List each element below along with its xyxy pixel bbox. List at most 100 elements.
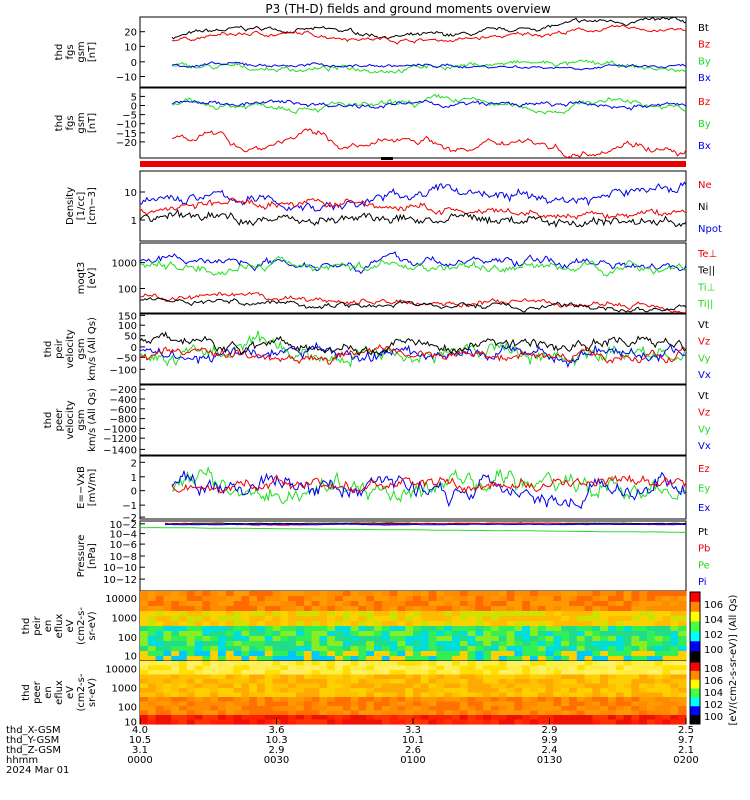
spec-cell — [553, 665, 562, 671]
spec-cell — [249, 670, 258, 676]
spec-cell — [280, 683, 289, 689]
spec-cell — [428, 656, 437, 662]
spec-cell — [608, 674, 617, 680]
spec-cell — [569, 683, 578, 689]
spec-cell — [249, 621, 258, 627]
spec-cell — [537, 596, 547, 602]
spec-cell — [397, 621, 406, 627]
spec-cell — [467, 631, 476, 637]
spec-cell — [670, 706, 679, 712]
panel-frame — [139, 242, 687, 314]
spec-cell — [428, 706, 437, 712]
spec-cell — [491, 611, 500, 617]
spec-cell — [405, 636, 414, 642]
spec-cell — [249, 656, 258, 662]
spec-cell — [615, 719, 625, 725]
y-axis-label: velocity — [65, 329, 76, 368]
spec-cell — [553, 679, 562, 685]
spec-cell — [420, 670, 430, 676]
spec-cell — [639, 701, 648, 707]
spec-cell — [436, 679, 445, 685]
spec-cell — [475, 636, 484, 642]
spec-cell — [498, 701, 508, 707]
spec-cell — [233, 661, 242, 667]
spec-cell — [569, 621, 578, 627]
spec-cell — [662, 636, 671, 642]
spec-cell — [218, 715, 227, 721]
spec-cell — [374, 715, 383, 721]
spec-cell — [202, 719, 211, 725]
spec-cell — [288, 661, 297, 667]
spec-cell — [553, 606, 562, 612]
spec-cell — [553, 621, 562, 627]
spec-cell — [420, 596, 430, 602]
spec-cell — [608, 688, 617, 694]
spec-cell — [194, 692, 203, 698]
spec-cell — [662, 710, 671, 716]
spec-cell — [186, 683, 196, 689]
colorbar-label: 104 — [704, 615, 723, 626]
spec-cell — [272, 611, 281, 617]
spec-cell — [459, 601, 469, 607]
spec-cell — [327, 670, 336, 676]
spec-cell — [545, 626, 554, 632]
spec-cell — [233, 688, 242, 694]
spec-cell — [600, 591, 609, 597]
spec-cell — [592, 692, 601, 698]
spec-cell — [179, 665, 188, 671]
spec-cell — [288, 646, 297, 652]
y-axis-label: eV — [65, 619, 76, 632]
spec-cell — [615, 670, 625, 676]
spec-cell — [319, 710, 328, 716]
spec-cell — [335, 661, 344, 667]
spec-cell — [319, 715, 328, 721]
spec-cell — [342, 636, 352, 642]
y-axis-label: thd — [21, 618, 32, 635]
spec-cell — [576, 674, 586, 680]
colorbar-label: 106 — [704, 600, 723, 611]
spec-cell — [467, 626, 476, 632]
spec-cell — [272, 701, 281, 707]
spec-cell — [327, 719, 336, 725]
spec-cell — [358, 697, 367, 703]
spec-cell — [327, 656, 336, 662]
spec-cell — [179, 674, 188, 680]
spec-cell — [335, 626, 344, 632]
spec-cell — [147, 683, 157, 689]
spec-cell — [366, 646, 375, 652]
y-tick-label: 1000 — [112, 614, 137, 625]
y-axis-label: thd — [54, 44, 65, 61]
spec-cell — [467, 715, 476, 721]
series-ti-perp — [139, 255, 687, 277]
spec-cell — [186, 621, 196, 627]
spec-cell — [498, 636, 508, 642]
colorbar-label: 102 — [704, 630, 723, 641]
spec-cell — [249, 710, 258, 716]
spec-cell — [600, 706, 609, 712]
spec-cell — [272, 706, 281, 712]
spec-cell — [171, 616, 180, 622]
spec-cell — [210, 692, 219, 698]
spec-cell — [140, 719, 149, 725]
spec-cell — [639, 665, 648, 671]
spec-cell — [452, 692, 461, 698]
spec-cell — [358, 706, 367, 712]
spec-cell — [639, 670, 648, 676]
spec-cell — [537, 656, 547, 662]
spec-cell — [303, 636, 313, 642]
spec-cell — [249, 697, 258, 703]
spec-cell — [623, 665, 632, 671]
spec-cell — [413, 674, 422, 680]
spec-cell — [171, 606, 180, 612]
panel-frame — [139, 87, 687, 159]
spec-cell — [374, 596, 383, 602]
spec-cell — [140, 670, 149, 676]
spec-cell — [381, 611, 391, 617]
spec-cell — [257, 692, 266, 698]
spec-cell — [264, 606, 274, 612]
spec-cell — [218, 656, 227, 662]
spec-cell — [249, 596, 258, 602]
spec-cell — [311, 646, 320, 652]
spec-cell — [561, 641, 570, 647]
spec-cell — [467, 616, 476, 622]
